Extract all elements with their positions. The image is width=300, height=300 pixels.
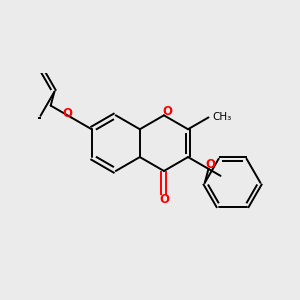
Text: O: O xyxy=(63,107,73,120)
Text: CH₃: CH₃ xyxy=(212,112,232,122)
Text: O: O xyxy=(162,105,172,119)
Text: O: O xyxy=(159,193,169,206)
Text: O: O xyxy=(205,158,215,172)
